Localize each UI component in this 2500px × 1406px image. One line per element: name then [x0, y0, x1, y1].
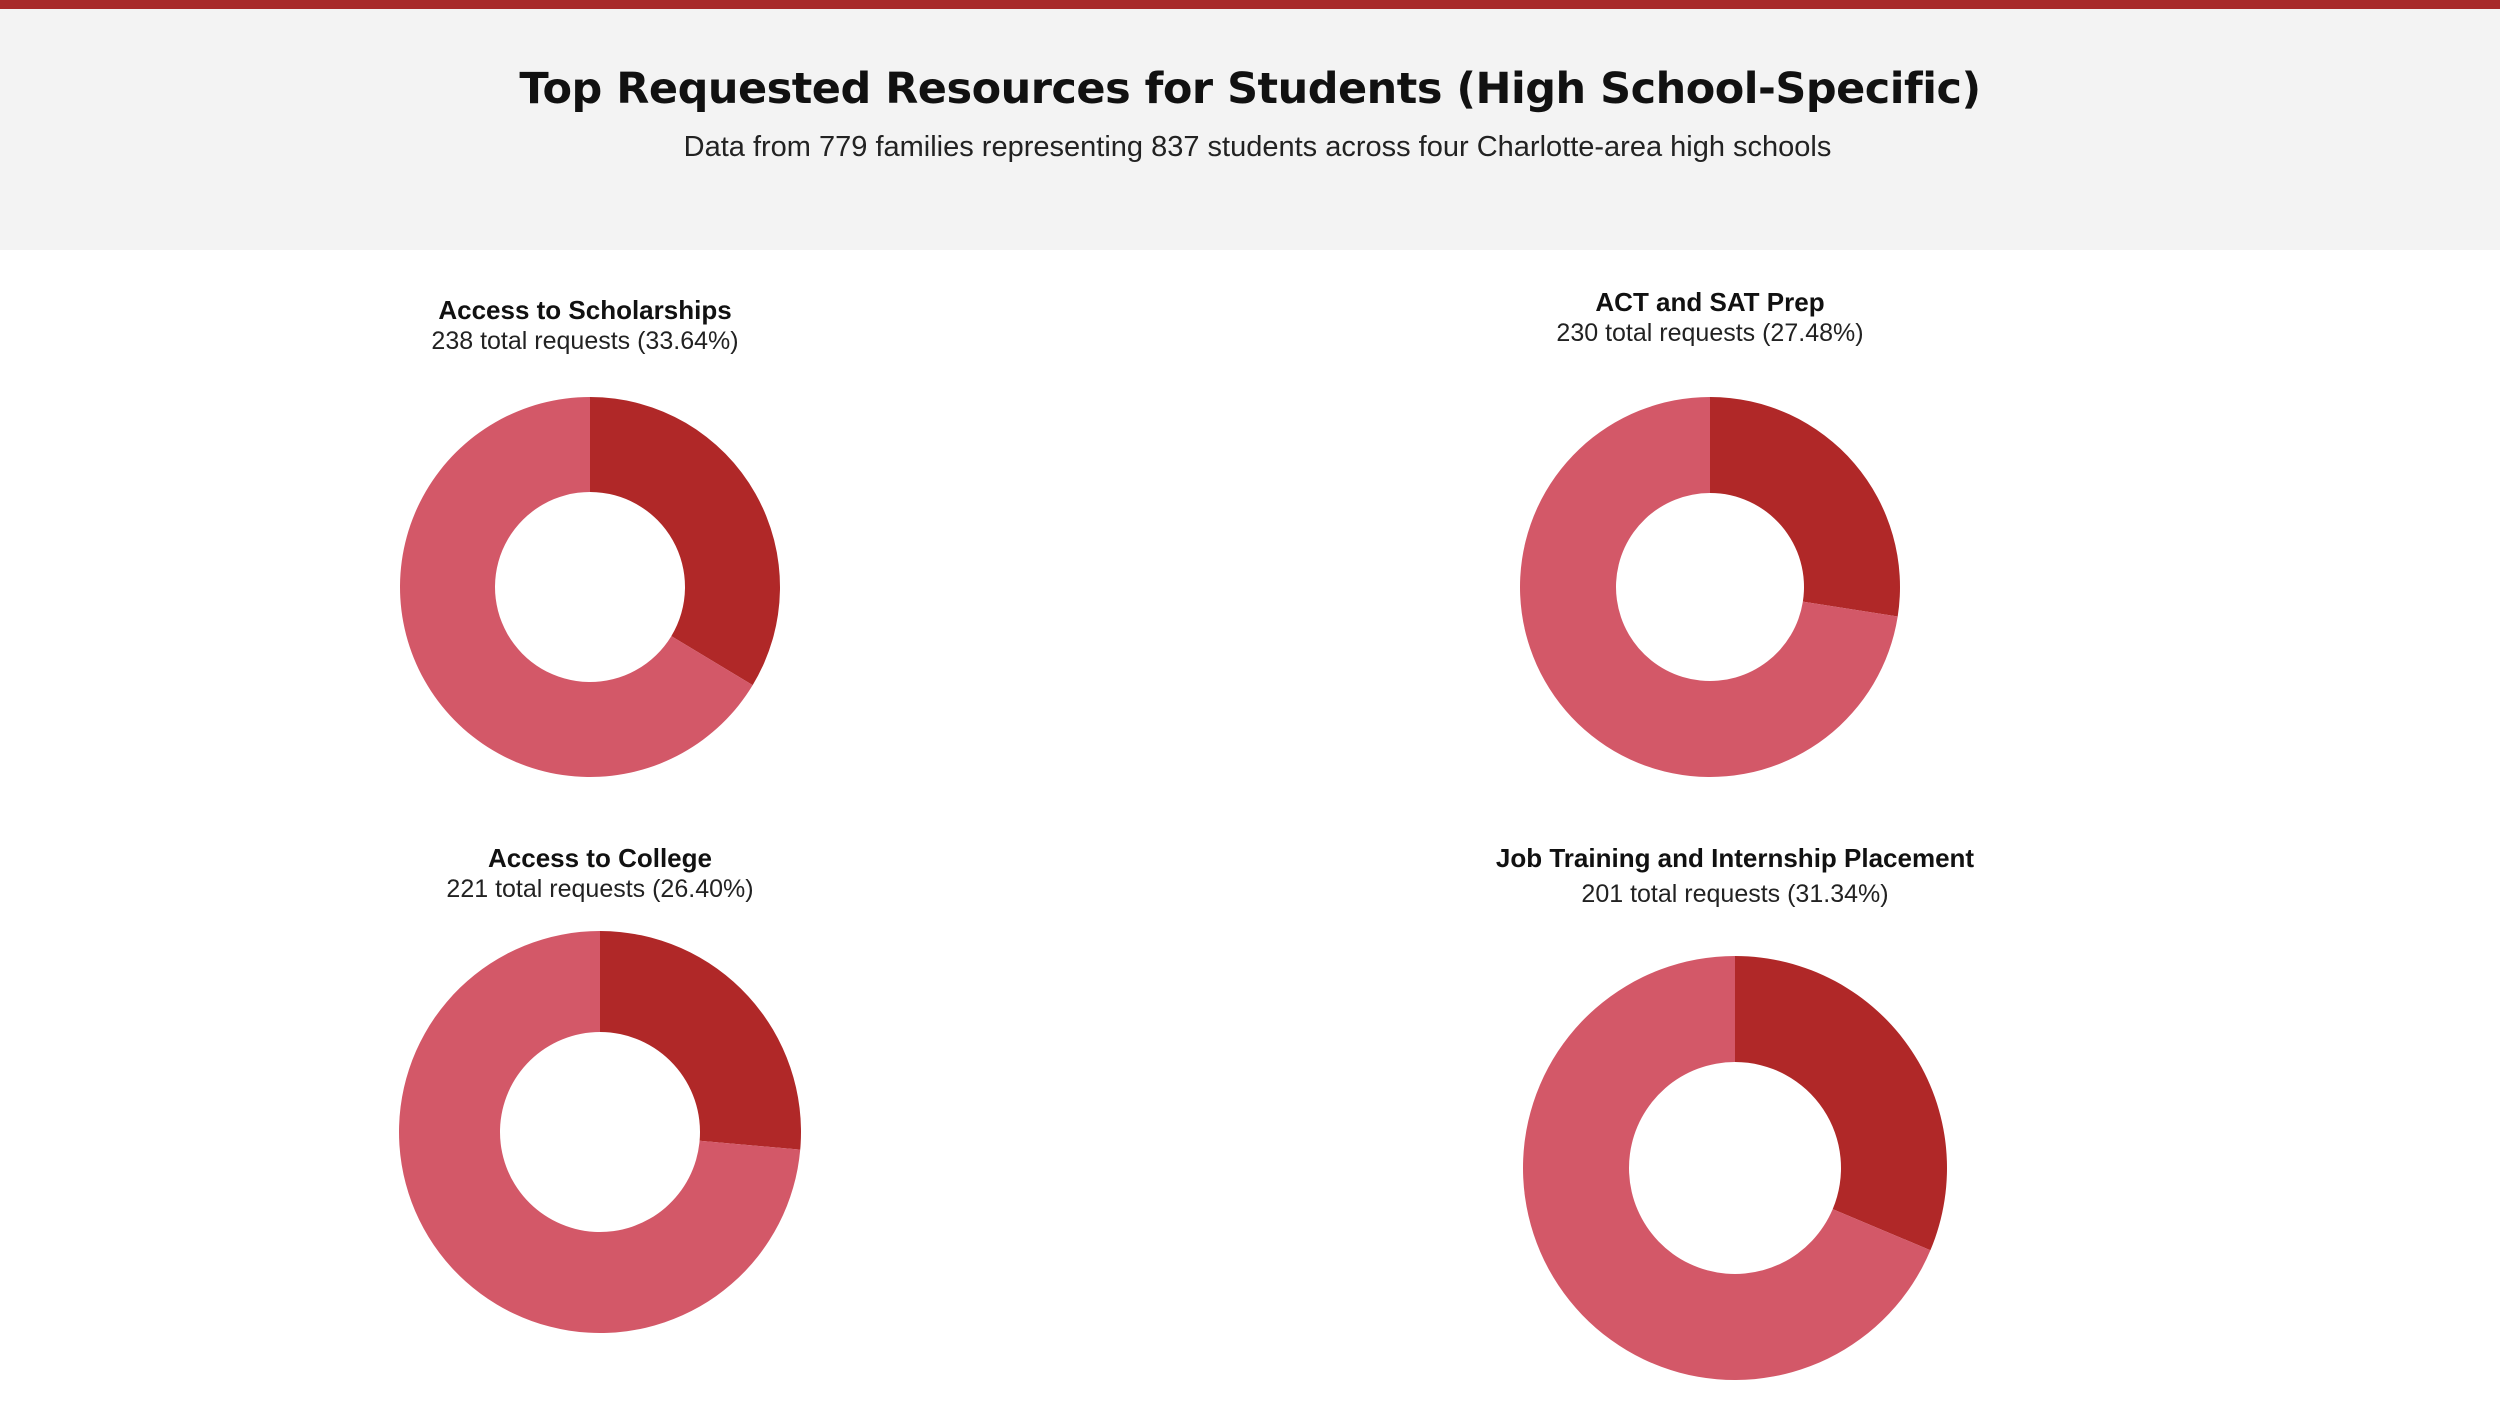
chart-subtitle: 238 total requests (33.64%): [431, 327, 739, 355]
remainder-slice: [1523, 956, 1931, 1380]
donut-chart: [1520, 397, 1900, 777]
highlight-slice: [1735, 956, 1947, 1251]
page-title: Top Requested Resources for Students (Hi…: [519, 64, 1981, 114]
donut-chart: [400, 397, 781, 777]
remainder-slice: [400, 397, 753, 777]
donut-chart: [1523, 956, 1947, 1380]
chart-title: Access to Scholarships: [438, 295, 732, 325]
chart-subtitle: 230 total requests (27.48%): [1556, 319, 1864, 347]
chart-panel-job-training: Job Training and Internship Placement 20…: [1385, 838, 2085, 1398]
chart-title: Access to College: [488, 843, 712, 873]
top-accent-rule: [0, 0, 2500, 9]
chart-panel-scholarships: Access to Scholarships 238 total request…: [330, 290, 840, 810]
chart-subtitle: 221 total requests (26.40%): [446, 875, 754, 903]
chart-panel-college: Access to College 221 total requests (26…: [345, 838, 855, 1378]
remainder-slice: [1520, 397, 1898, 777]
header-band: [0, 9, 2500, 250]
chart-panel-act-sat: ACT and SAT Prep 230 total requests (27.…: [1455, 285, 1965, 805]
highlight-slice: [590, 397, 781, 686]
page-subtitle: Data from 779 families representing 837 …: [683, 131, 1832, 163]
highlight-slice: [600, 931, 801, 1150]
chart-subtitle: 201 total requests (31.34%): [1581, 880, 1889, 908]
highlight-slice: [1710, 397, 1900, 617]
donut-chart: [398, 931, 801, 1333]
chart-title: Job Training and Internship Placement: [1495, 843, 1975, 873]
remainder-slice: [398, 931, 801, 1333]
chart-title: ACT and SAT Prep: [1595, 287, 1825, 317]
